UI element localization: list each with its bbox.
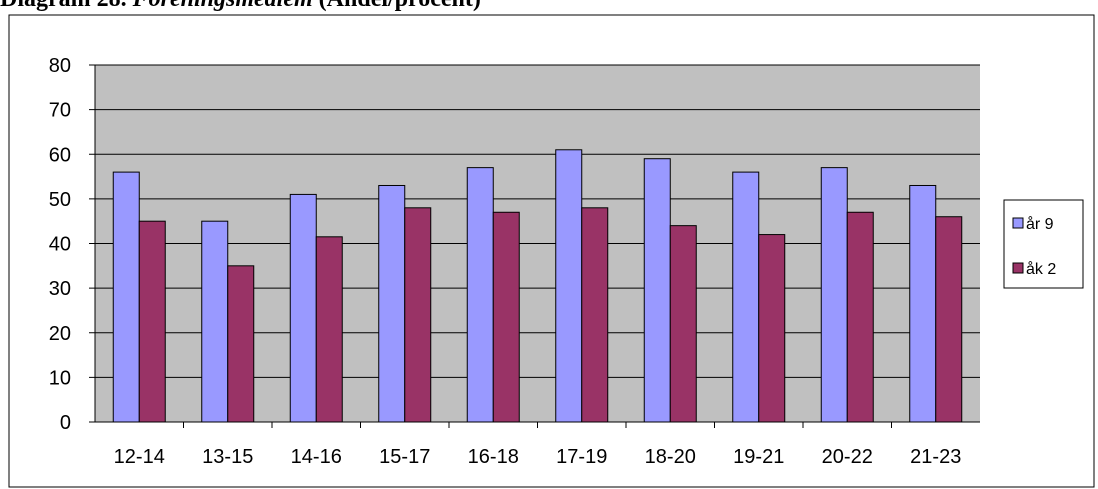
heading-suffix: (Andel/procent) [313, 0, 481, 12]
bar-ak-2 [846, 211, 874, 423]
x-tick-labels: 12-14 13-15 14-16 15-17 16-18 17-19 18-20 19-21… [114, 422, 961, 468]
bar-ar-9 [466, 167, 494, 423]
bar-ak-2 [138, 220, 166, 423]
x-tick-label: 13-15 [202, 446, 253, 468]
bar-ar-9 [289, 193, 317, 423]
bar-ar-9 [643, 158, 671, 423]
y-tick-label: 50 [49, 189, 71, 211]
bars [112, 149, 963, 423]
x-tick-label: 17-19 [556, 446, 607, 468]
legend-swatch-ak-2 [1012, 262, 1024, 274]
legend-swatch-ar-9 [1012, 217, 1024, 229]
bar-ak-2 [581, 207, 609, 423]
bar-ar-9 [555, 149, 583, 423]
bar-ar-9 [112, 171, 140, 423]
y-tick-label: 60 [49, 144, 71, 166]
x-tick-label: 14-16 [291, 446, 342, 468]
bar-ak-2 [315, 236, 343, 423]
x-tick-label: 18-20 [645, 446, 696, 468]
y-tick-labels: 0 10 20 30 40 50 60 70 80 [49, 55, 95, 434]
legend-label-ar-9: år 9 [1026, 215, 1054, 233]
x-tick-label: 16-18 [468, 446, 519, 468]
y-tick-label: 40 [49, 234, 71, 256]
y-tick-label: 0 [60, 412, 71, 434]
x-tick-label: 20-22 [822, 446, 873, 468]
y-tick-label: 30 [49, 278, 71, 300]
bar-ar-9 [732, 171, 760, 423]
y-tick-label: 70 [49, 100, 71, 122]
bar-ak-2 [227, 265, 255, 423]
x-tick-label: 19-21 [733, 446, 784, 468]
bar-ar-9 [909, 184, 937, 423]
bar-ak-2 [758, 234, 786, 423]
bar-ar-9 [378, 184, 406, 423]
bar-ak-2 [935, 216, 963, 423]
bar-ak-2 [669, 225, 697, 423]
x-tick-label: 12-14 [114, 446, 165, 468]
chart-heading: Diagram 28. Föreningsmedlem (Andel/proce… [0, 0, 481, 13]
y-tick-label: 80 [49, 55, 71, 77]
legend: år 9 åk 2 [1003, 199, 1084, 289]
bar-ar-9 [820, 167, 848, 423]
bar-ak-2 [492, 211, 520, 423]
bar-ak-2 [404, 207, 432, 423]
legend-label-ak-2: åk 2 [1026, 260, 1056, 278]
bar-ar-9 [201, 220, 229, 423]
y-tick-label: 20 [49, 323, 71, 345]
x-tick-label: 21-23 [910, 446, 961, 468]
y-tick-label: 10 [49, 367, 71, 389]
heading-prefix: Diagram 28. [0, 0, 133, 12]
heading-emphasis: Föreningsmedlem [133, 0, 313, 12]
x-tick-label: 15-17 [379, 446, 430, 468]
